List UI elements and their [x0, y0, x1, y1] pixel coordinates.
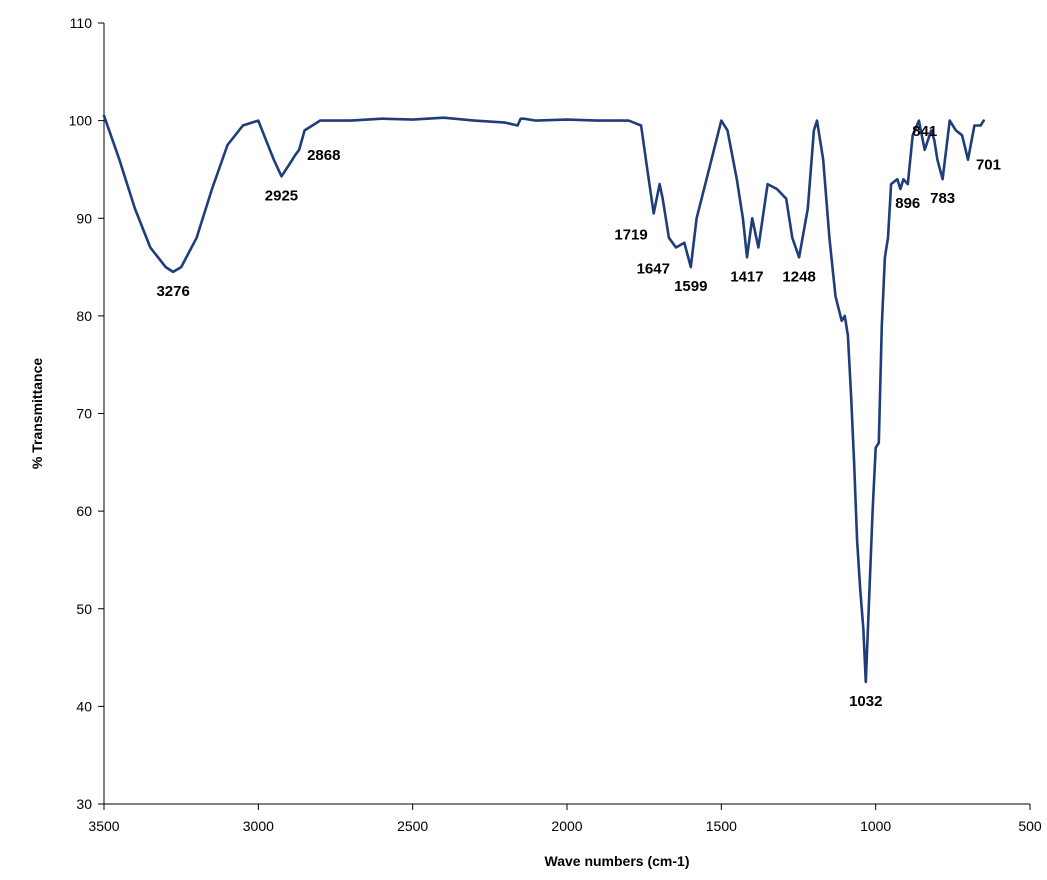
x-axis: 3500 3000 2500 2000 1500 1000 500	[88, 803, 1042, 834]
y-tick-label: 50	[76, 601, 92, 617]
x-tick-label: 3000	[243, 818, 274, 834]
y-tick-label: 90	[76, 210, 92, 226]
peak-label: 701	[976, 157, 1001, 174]
y-tick-label: 40	[76, 698, 92, 714]
peak-label: 1417	[730, 268, 763, 285]
peak-label: 841	[912, 123, 937, 140]
y-tick-label: 80	[76, 308, 92, 324]
y-tick-label: 110	[70, 15, 93, 31]
peak-label: 1032	[849, 693, 882, 710]
peak-label: 1719	[614, 226, 647, 243]
y-tick-label: 30	[76, 796, 92, 812]
y-axis-title: % Transmittance	[29, 358, 45, 469]
x-axis-title: Wave numbers (cm-1)	[545, 853, 690, 869]
spectrum-line	[102, 114, 985, 684]
peak-label: 2925	[265, 187, 298, 204]
x-tick-label: 2500	[397, 818, 428, 834]
peak-label: 1248	[782, 268, 815, 285]
x-tick-label: 1500	[706, 818, 737, 834]
peak-label: 896	[895, 195, 920, 212]
y-tick-label: 70	[76, 406, 92, 422]
peak-label: 783	[930, 190, 955, 207]
x-tick-label: 500	[1018, 818, 1042, 834]
peak-label: 1647	[637, 261, 670, 278]
x-tick-label: 2000	[551, 818, 582, 834]
x-tick-label: 3500	[88, 818, 119, 834]
y-tick-label: 100	[69, 113, 93, 129]
peak-label: 2868	[307, 147, 340, 164]
peak-label: 3276	[156, 283, 189, 300]
y-axis: 30 40 50 60 70 80 90 100 110	[69, 15, 105, 812]
y-tick-label: 60	[76, 503, 92, 519]
x-tick-label: 1000	[860, 818, 891, 834]
series-layer	[102, 114, 985, 684]
peak-label: 1599	[674, 278, 707, 295]
